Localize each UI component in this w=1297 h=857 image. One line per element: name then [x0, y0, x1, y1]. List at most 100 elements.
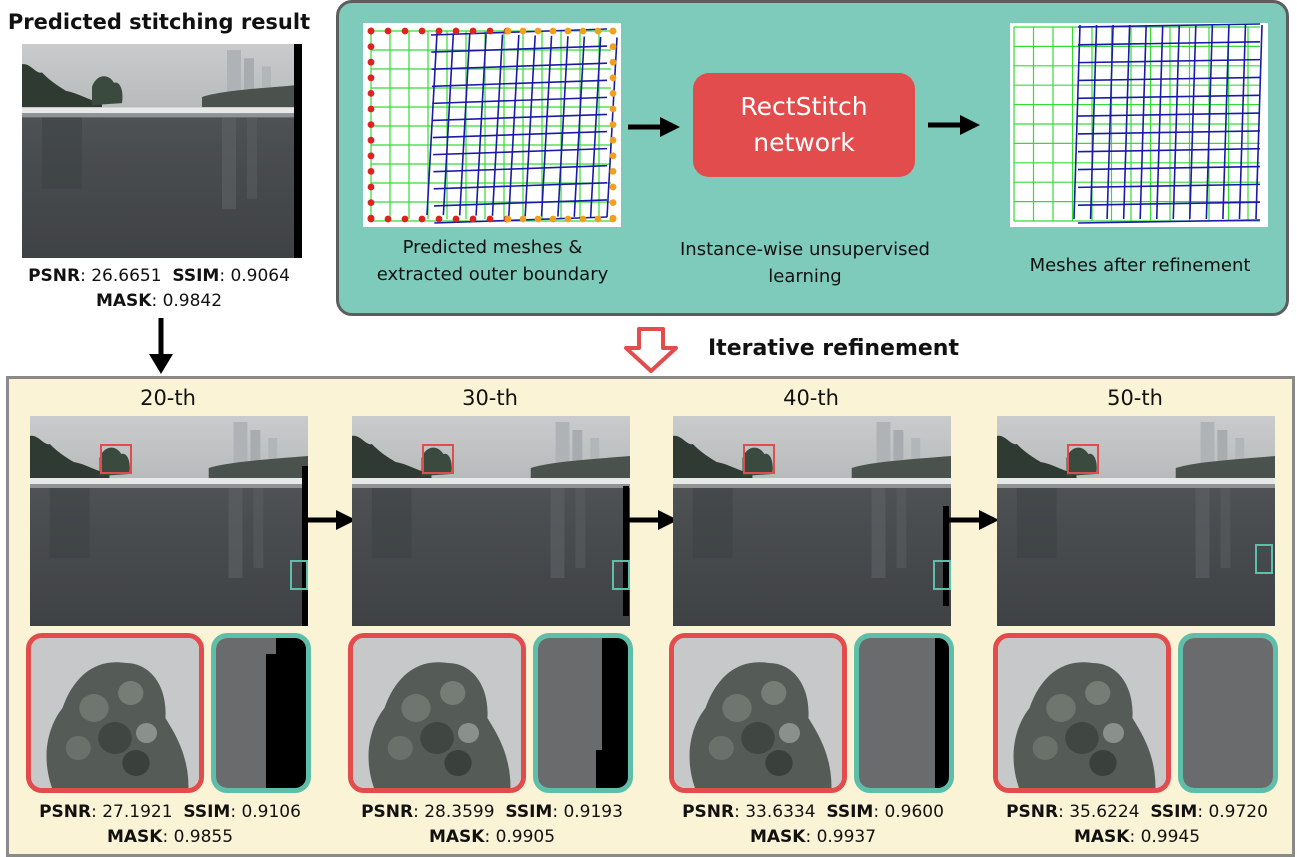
mask-value: : 0.9905: [484, 827, 556, 847]
boundary-point: [609, 74, 617, 82]
boundary-point: [367, 121, 375, 128]
zoom-tree-crop: [348, 633, 526, 793]
boundary-point: [564, 215, 572, 223]
boundary-point: [435, 27, 443, 35]
boundary-point: [609, 43, 617, 50]
boundary-point: [401, 27, 409, 35]
zoom-edge-crop: [1178, 633, 1278, 793]
step-result-image: [997, 416, 1275, 626]
boundary-point: [486, 27, 494, 35]
right-arrow-icon: [626, 510, 678, 530]
zoom-region-tree: [100, 444, 132, 474]
psnr-value: : 35.6224: [1058, 802, 1140, 822]
psnr-value: : 28.3599: [413, 802, 495, 822]
ssim-value: : 0.9193: [552, 802, 623, 822]
zoom-tree-crop: [993, 633, 1171, 793]
boundary-point: [594, 27, 602, 35]
step-label: 40-th: [783, 386, 839, 410]
zoom-region-edge: [933, 560, 951, 590]
mask-value: : 0.9945: [1129, 827, 1201, 847]
boundary-point: [519, 215, 527, 223]
down-arrow-icon: [149, 318, 173, 374]
boundary-point: [367, 183, 375, 191]
hollow-down-arrow-icon: [624, 327, 678, 373]
ssim-label: SSIM: [1150, 802, 1198, 822]
zoom-tree-crop: [669, 633, 847, 793]
mask-label: MASK: [749, 827, 806, 847]
boundary-point: [519, 27, 527, 35]
predicted-mesh-image: [363, 23, 621, 227]
iterative-refinement-label: Iterative refinement: [708, 336, 959, 361]
boundary-point: [609, 168, 617, 175]
boundary-point: [367, 105, 375, 113]
mask-label: MASK: [428, 827, 485, 847]
ssim-value: : 0.9064: [219, 266, 290, 286]
rectstitch-network-box: RectStitch network: [693, 73, 915, 177]
boundary-point: [469, 27, 477, 35]
boundary-point: [367, 168, 375, 175]
boundary-point: [469, 215, 477, 223]
zoom-region-tree: [743, 444, 775, 474]
caption-refined-meshes: Meshes after refinement: [1029, 255, 1251, 276]
step-metrics: PSNR: 27.1921 SSIM: 0.9106 MASK: 0.9855: [20, 800, 320, 850]
ssim-value: : 0.9106: [230, 802, 301, 822]
zoom-edge-crop: [211, 633, 311, 793]
boundary-point: [609, 136, 617, 144]
boundary-point: [504, 215, 512, 223]
ssim-label: SSIM: [172, 266, 220, 286]
zoom-region-edge: [612, 560, 630, 590]
ssim-value: : 0.9600: [873, 802, 944, 822]
psnr-label: PSNR: [1006, 802, 1059, 822]
zoom-region-edge: [1255, 544, 1273, 574]
caption-unsupervised-learning: Instance-wise unsupervised learning: [680, 239, 930, 287]
mask-label: MASK: [106, 827, 163, 847]
caption-predicted-meshes: Predicted meshes & extracted outer bound…: [376, 237, 609, 285]
boundary-point: [579, 215, 587, 223]
boundary-point: [594, 215, 602, 223]
boundary-point: [609, 214, 617, 222]
right-arrow-icon: [304, 510, 356, 530]
boundary-point: [418, 215, 426, 223]
ssim-label: SSIM: [505, 802, 553, 822]
psnr-value: : 33.6334: [734, 802, 816, 822]
psnr-label: PSNR: [361, 802, 414, 822]
predicted-stitching-image: [22, 44, 302, 258]
zoom-tree-crop: [26, 633, 204, 793]
boundary-point: [609, 183, 617, 191]
boundary-point: [367, 136, 375, 144]
boundary-point: [609, 90, 617, 97]
boundary-point: [609, 199, 617, 207]
boundary-point: [384, 27, 392, 35]
ssim-label: SSIM: [183, 802, 231, 822]
boundary-point: [452, 215, 460, 223]
step-label: 20-th: [140, 386, 196, 410]
step-result-image: [673, 416, 951, 626]
step-label: 50-th: [1107, 386, 1163, 410]
mask-value: : 0.9842: [151, 291, 223, 311]
boundary-point: [435, 215, 443, 223]
boundary-point: [486, 215, 494, 223]
step-metrics: PSNR: 33.6334 SSIM: 0.9600 MASK: 0.9937: [663, 800, 963, 850]
boundary-point: [418, 27, 426, 35]
boundary-point: [367, 90, 375, 97]
boundary-point: [452, 27, 460, 35]
ssim-label: SSIM: [826, 802, 874, 822]
mask-value: : 0.9855: [162, 827, 234, 847]
boundary-point: [384, 215, 392, 223]
boundary-point: [549, 215, 557, 223]
psnr-value: : 27.1921: [91, 802, 173, 822]
step-metrics: PSNR: 28.3599 SSIM: 0.9193 MASK: 0.9905: [342, 800, 642, 850]
boundary-point: [609, 105, 617, 113]
zoom-region-tree: [1067, 444, 1099, 474]
psnr-label: PSNR: [39, 802, 92, 822]
boundary-point: [504, 27, 512, 35]
zoom-edge-crop: [854, 633, 954, 793]
boundary-point: [367, 199, 375, 207]
right-arrow-icon: [947, 510, 999, 530]
boundary-point: [609, 152, 617, 160]
boundary-point: [367, 74, 375, 82]
boundary-point: [367, 27, 375, 35]
step-metrics: PSNR: 35.6224 SSIM: 0.9720 MASK: 0.9945: [987, 800, 1287, 850]
boundary-point: [534, 27, 542, 35]
boundary-point: [609, 121, 617, 128]
